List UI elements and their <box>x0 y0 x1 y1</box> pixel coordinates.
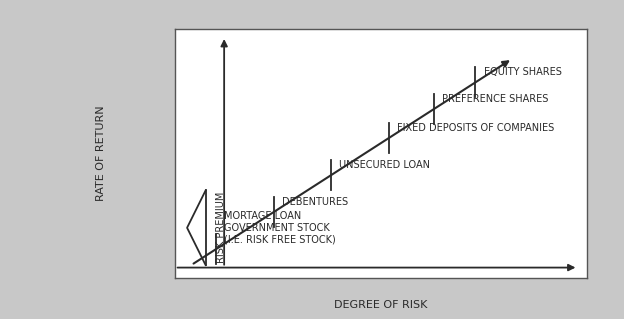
Text: FIXED DEPOSITS OF COMPANIES: FIXED DEPOSITS OF COMPANIES <box>397 123 554 133</box>
Text: EQUITY SHARES: EQUITY SHARES <box>484 67 562 78</box>
Text: RISK PREMIUM: RISK PREMIUM <box>216 192 226 263</box>
Text: RATE OF RETURN: RATE OF RETURN <box>95 105 105 201</box>
Text: UNSECURED LOAN: UNSECURED LOAN <box>339 160 431 170</box>
Text: MORTAGE LOAN
GOVERNMENT STOCK
(I.E. RISK FREE STOCK): MORTAGE LOAN GOVERNMENT STOCK (I.E. RISK… <box>224 211 336 244</box>
Text: PREFERENCE SHARES: PREFERENCE SHARES <box>442 94 548 104</box>
Text: DEBENTURES: DEBENTURES <box>282 197 348 207</box>
Text: DEGREE OF RISK: DEGREE OF RISK <box>334 300 427 310</box>
